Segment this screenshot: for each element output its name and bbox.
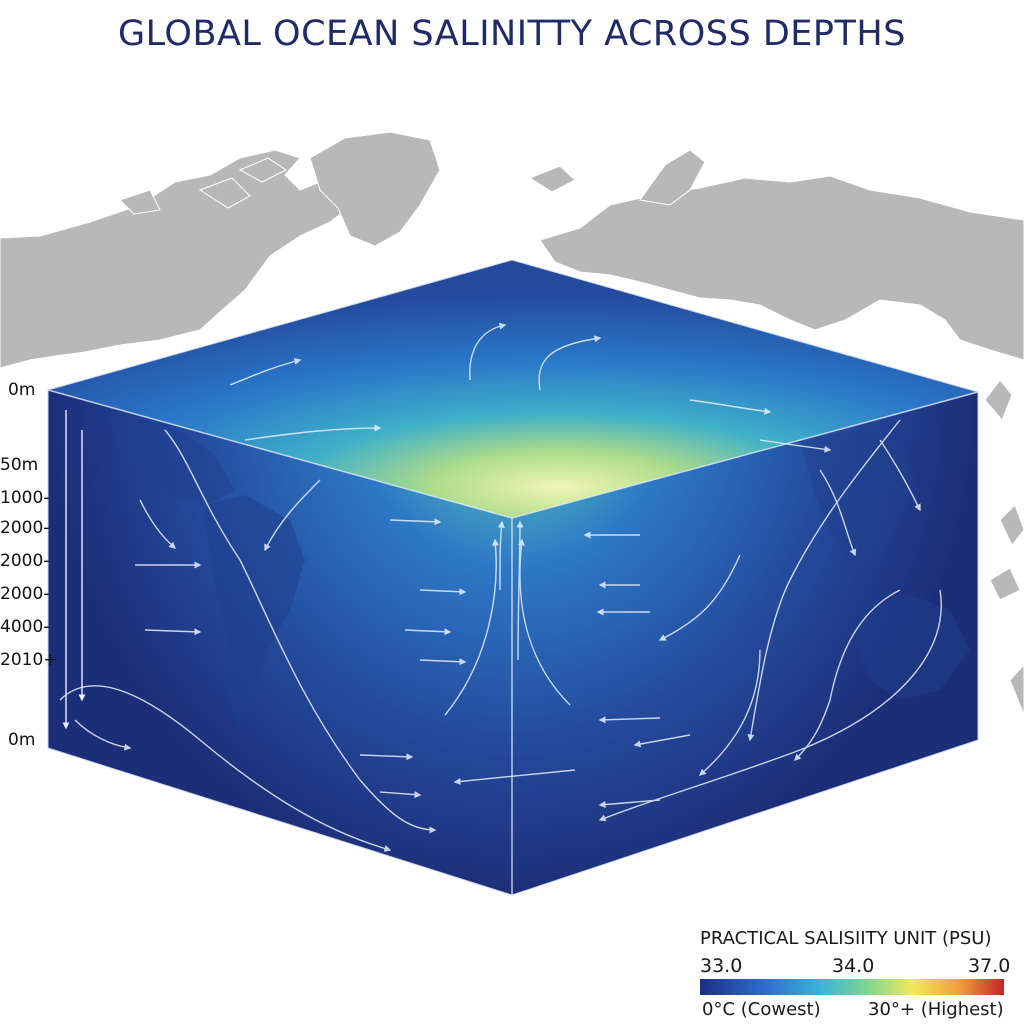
current-arrow-icon [444, 538, 500, 716]
current-arrow-icon [538, 335, 602, 391]
current-arrow-icon [359, 753, 414, 761]
legend-ticks: 33.0 34.0 37.0 [700, 955, 1016, 979]
current-arrow-icon [379, 791, 422, 799]
depth-label: 2000- [0, 584, 50, 604]
current-arrow-icon [598, 589, 942, 822]
current-arrow-icon [144, 628, 202, 636]
canada-islands-land [119, 157, 287, 215]
depth-label: 4000- [0, 617, 50, 637]
legend-tick: 37.0 [968, 955, 1011, 977]
current-arrow-icon [419, 658, 467, 666]
current-arrow-icon [747, 419, 901, 742]
south-america-silhouette [205, 495, 305, 730]
current-arrow-icon [598, 799, 661, 809]
current-arrow-icon [74, 719, 132, 751]
current-arrow-icon [879, 439, 921, 512]
depth-label: 2000- [0, 551, 50, 571]
north-america-silhouette [110, 415, 235, 505]
salinity-legend: PRACTICAL SALISIITY UNIT (PSU) 33.0 34.0… [700, 928, 1016, 1023]
current-arrow-icon [689, 399, 772, 415]
page-title: GLOBAL OCEAN SALINITTY ACROSS DEPTHS [118, 14, 906, 54]
current-arrow-icon [139, 499, 177, 549]
greenland-land [309, 131, 441, 247]
eurasia-land [539, 175, 1024, 361]
legend-tick: 33.0 [700, 955, 743, 977]
current-arrow-icon [164, 429, 437, 834]
legend-high-label: 30°+ (Highest) [868, 999, 1004, 1020]
current-arrow-icon [404, 628, 452, 636]
depth-label: 50m [0, 455, 39, 475]
depth-label: 1000- [0, 488, 50, 508]
east-asia-islands-land [984, 379, 1024, 716]
depth-label-bottom: 0m [8, 730, 36, 750]
depth-label-top: 0m [8, 380, 36, 400]
current-arrow-icon [497, 520, 505, 591]
australia-silhouette [855, 595, 970, 700]
svalbard-land [528, 165, 576, 193]
current-arrow-icon [759, 439, 832, 453]
current-arrow-icon [244, 424, 382, 441]
legend-low-label: 0°C (Cowest) [702, 999, 821, 1020]
legend-color-bar [700, 979, 1004, 995]
asia-silhouette [800, 430, 915, 565]
world-map-background [0, 131, 1024, 716]
current-arrow-icon [517, 538, 571, 706]
depth-axis-arrow [62, 410, 86, 730]
current-arrow-icon [794, 589, 901, 761]
current-arrow-icon [453, 769, 576, 785]
depth-label: 2000- [0, 518, 50, 538]
current-arrow-icon [389, 518, 442, 526]
depth-label: 2010+ [0, 650, 58, 670]
current-arrow-icon [59, 685, 392, 852]
current-arrow-icon [229, 358, 302, 386]
current-arrow-icon [264, 479, 321, 552]
current-arrow-icon [819, 469, 857, 557]
current-arrow-icon [598, 716, 661, 724]
current-arrow-icon [516, 520, 524, 661]
scandinavia-land [639, 149, 706, 206]
current-arrow-icon [469, 322, 507, 381]
current-arrow-icon [698, 649, 761, 776]
left-depth-face [48, 390, 512, 895]
legend-tick: 34.0 [832, 955, 875, 977]
ocean-block [47, 259, 979, 896]
current-arrow-icon [419, 588, 467, 596]
current-arrow-icon [633, 734, 691, 748]
legend-ends: 0°C (Cowest) 30°+ (Highest) [700, 999, 1016, 1023]
current-flow-lines [59, 322, 942, 852]
legend-title: PRACTICAL SALISIITY UNIT (PSU) [700, 928, 992, 949]
current-arrow-icon [658, 554, 741, 641]
